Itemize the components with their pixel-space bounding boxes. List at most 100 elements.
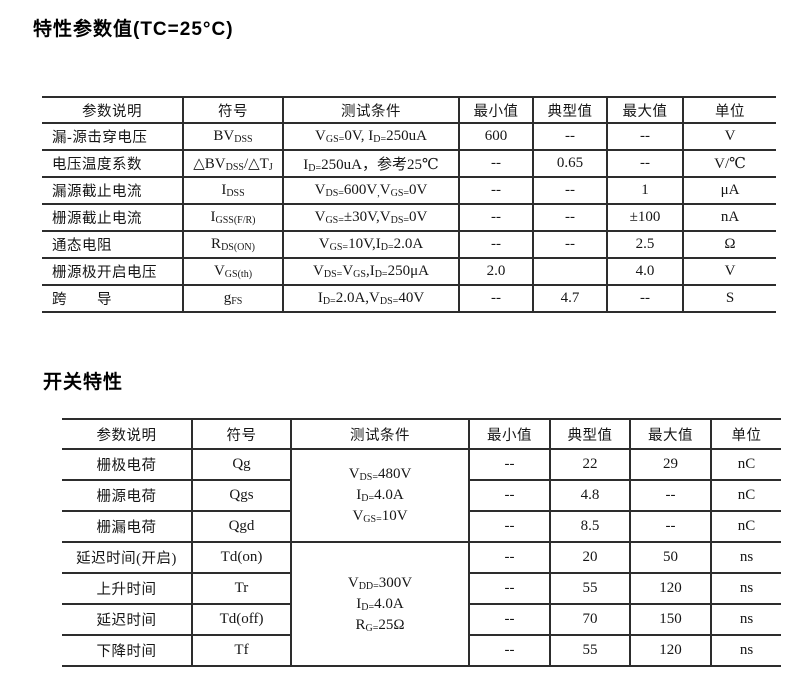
column-header: 最小值 bbox=[458, 96, 534, 124]
table-cell: -- bbox=[458, 149, 534, 178]
table-cell: -- bbox=[468, 510, 551, 543]
column-header: 参数说明 bbox=[42, 96, 184, 124]
table-cell: -- bbox=[629, 479, 712, 512]
table-cell: -- bbox=[458, 176, 534, 205]
column-header: 单位 bbox=[682, 96, 776, 124]
table-row: 漏-源击穿电压 BVDSS VGS=0V, ID=250uA 600 -- -- V bbox=[42, 122, 776, 151]
table-cell: 70 bbox=[549, 603, 631, 636]
table-cell: IGSS(F/R) bbox=[182, 203, 284, 232]
header-row: 参数说明 符号 测试条件 最小值 典型值 最大值 单位 bbox=[62, 418, 781, 450]
table-cell: 4.7 bbox=[532, 284, 608, 313]
table-cell: 跨 导 bbox=[42, 284, 184, 313]
table-cell: Tr bbox=[191, 572, 292, 605]
table-cell: Qg bbox=[191, 448, 292, 481]
table-row: 上升时间 Tr -- 55 120 ns bbox=[62, 572, 781, 605]
table-cell: V bbox=[682, 257, 776, 286]
table-cell: 8.5 bbox=[549, 510, 631, 543]
table-cell: S bbox=[682, 284, 776, 313]
table-row: 电压温度系数 △BVDSS/△TJ ID=250uA，参考25℃ -- 0.65 -- V/… bbox=[42, 149, 776, 178]
table-cell: -- bbox=[606, 149, 684, 178]
table-cell: -- bbox=[458, 230, 534, 259]
table-cell: V bbox=[682, 122, 776, 151]
table-cell: VGS=±30V,VDS=0V bbox=[282, 203, 460, 232]
table-cell: -- bbox=[532, 176, 608, 205]
table-cell: 下降时间 bbox=[62, 634, 193, 667]
table-row: 栅极电荷 Qg VDS=480V ID=4.0A VGS=10V -- 22 29 nC bbox=[62, 448, 781, 543]
table-row: 跨 导 gFS ID=2.0A,VDS=40V -- 4.7 -- S bbox=[42, 284, 776, 313]
table-cell: -- bbox=[468, 541, 551, 574]
table-cell: 120 bbox=[629, 634, 712, 667]
table-cell: BVDSS bbox=[182, 122, 284, 151]
table-row: 延迟时间 Td(off) -- 70 150 ns bbox=[62, 603, 781, 636]
table-cell: 2.5 bbox=[606, 230, 684, 259]
table-cell: -- bbox=[468, 448, 551, 481]
table-row: 栅漏电荷 Qgd -- 8.5 -- nC bbox=[62, 510, 781, 543]
table-cell: nC bbox=[710, 448, 781, 481]
column-header: 典型值 bbox=[532, 96, 608, 124]
switching-characteristics-table: 参数说明 符号 测试条件 最小值 典型值 最大值 单位 栅极电荷 Qg VDS=480V ID=4.… bbox=[62, 418, 781, 667]
table-cell: ID=250uA，参考25℃ bbox=[282, 149, 460, 178]
table-cell: -- bbox=[468, 603, 551, 636]
table-cell: 120 bbox=[629, 572, 712, 605]
table-cell: -- bbox=[468, 572, 551, 605]
table-cell: 电压温度系数 bbox=[42, 149, 184, 178]
table-cell: 2.0 bbox=[458, 257, 534, 286]
table-cell: 29 bbox=[629, 448, 712, 481]
table-cell: 4.0 bbox=[606, 257, 684, 286]
table-cell: gFS bbox=[182, 284, 284, 313]
table-cell: ns bbox=[710, 541, 781, 574]
table-cell: 600 bbox=[458, 122, 534, 151]
table-cell: 栅源电荷 bbox=[62, 479, 193, 512]
table-cell: ns bbox=[710, 634, 781, 667]
table-cell: -- bbox=[468, 479, 551, 512]
table-cell: VGS=10V,ID=2.0A bbox=[282, 230, 460, 259]
column-header: 测试条件 bbox=[290, 418, 470, 450]
table-cell: 栅漏电荷 bbox=[62, 510, 193, 543]
table-cell: -- bbox=[458, 284, 534, 313]
table-cell: 55 bbox=[549, 634, 631, 667]
table-cell: -- bbox=[606, 122, 684, 151]
table-cell: 延迟时间(开启) bbox=[62, 541, 193, 574]
table-cell: Ω bbox=[682, 230, 776, 259]
column-header: 符号 bbox=[182, 96, 284, 124]
table-cell: 50 bbox=[629, 541, 712, 574]
table-cell: 20 bbox=[549, 541, 631, 574]
dc-characteristics-table: 参数说明 符号 测试条件 最小值 典型值 最大值 单位 漏-源击穿电压 BVDSS VGS=0V,… bbox=[42, 96, 776, 313]
table-cell: Qgs bbox=[191, 479, 292, 512]
section-title-switching-characteristics: 开关特性 bbox=[43, 372, 124, 393]
table-cell: V/℃ bbox=[682, 149, 776, 178]
table-cell: 通态电阻 bbox=[42, 230, 184, 259]
table-cell: 上升时间 bbox=[62, 572, 193, 605]
table-cell: Td(off) bbox=[191, 603, 292, 636]
table-cell: VDD=300V ID=4.0A RG=25Ω bbox=[290, 541, 470, 667]
table-cell: nC bbox=[710, 479, 781, 512]
table-cell: 55 bbox=[549, 572, 631, 605]
column-header: 典型值 bbox=[549, 418, 631, 450]
table-cell: 栅极电荷 bbox=[62, 448, 193, 481]
table-cell: VDS=600V,VGS=0V bbox=[282, 176, 460, 205]
table-cell: VDS=VGS,ID=250μA bbox=[282, 257, 460, 286]
table-cell: 漏-源击穿电压 bbox=[42, 122, 184, 151]
table-cell: ns bbox=[710, 603, 781, 636]
table-cell: △BVDSS/△TJ bbox=[182, 149, 284, 178]
table-cell: ±100 bbox=[606, 203, 684, 232]
table-row: 延迟时间(开启) Td(on) VDD=300V ID=4.0A RG=25Ω -- 20 5… bbox=[62, 541, 781, 667]
table-cell: RDS(ON) bbox=[182, 230, 284, 259]
section-title-dc-characteristics: 特性参数值(TC=25°C) bbox=[33, 19, 234, 40]
table-cell: -- bbox=[532, 203, 608, 232]
table-row: 栅源极开启电压 VGS(th) VDS=VGS,ID=250μA 2.0 4.0 V bbox=[42, 257, 776, 286]
table-cell: 22 bbox=[549, 448, 631, 481]
table-cell: Qgd bbox=[191, 510, 292, 543]
table-cell: 栅源极开启电压 bbox=[42, 257, 184, 286]
table-cell: -- bbox=[468, 634, 551, 667]
table-cell: 150 bbox=[629, 603, 712, 636]
table-cell: -- bbox=[458, 203, 534, 232]
table-cell: VGS=0V, ID=250uA bbox=[282, 122, 460, 151]
table-cell: ns bbox=[710, 572, 781, 605]
table-cell: -- bbox=[629, 510, 712, 543]
table-cell: -- bbox=[532, 122, 608, 151]
table-cell: -- bbox=[532, 230, 608, 259]
column-header: 最大值 bbox=[629, 418, 712, 450]
table-cell: IDSS bbox=[182, 176, 284, 205]
table-cell: 4.8 bbox=[549, 479, 631, 512]
